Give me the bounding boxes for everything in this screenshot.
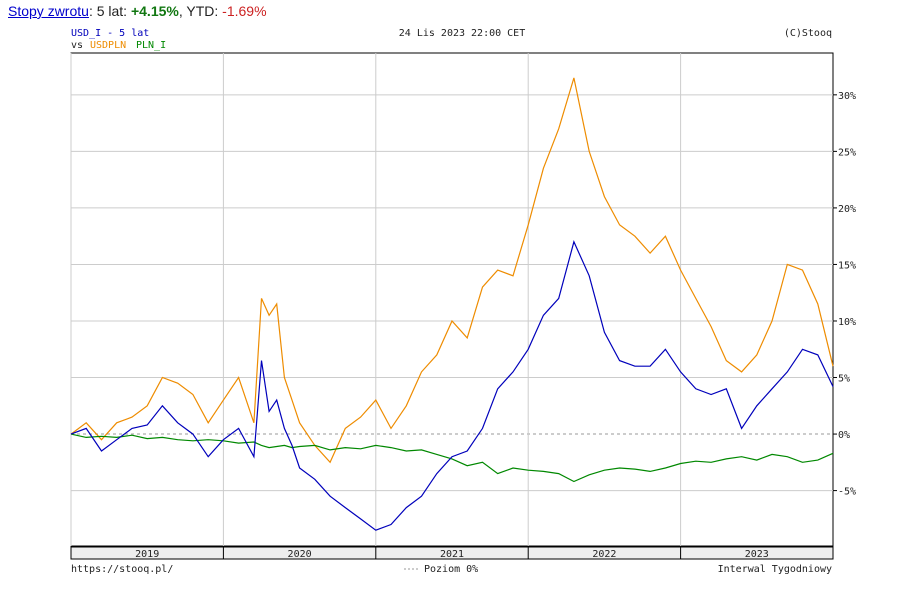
y-tick-label: 0% <box>838 430 850 441</box>
y-tick-label: -5% <box>838 487 856 498</box>
series-line-usdpln <box>70 77 834 464</box>
ytd-prefix: , YTD: <box>178 3 223 19</box>
chart-datetime: 24 Lis 2023 22:00 CET <box>399 28 525 39</box>
x-tick-label: 2020 <box>288 549 312 560</box>
x-tick-label: 2022 <box>592 549 616 560</box>
vs-label: vs <box>71 40 83 51</box>
period-prefix: : 5 lat: <box>88 3 131 19</box>
period-return: +4.15% <box>130 3 179 19</box>
legend-usdpln: USDPLN <box>90 40 126 51</box>
plot-area <box>70 52 834 547</box>
y-tick-label: 25% <box>838 147 856 158</box>
x-tick-label: 2021 <box>440 549 464 560</box>
y-tick-label: 15% <box>838 260 856 271</box>
symbol-line: USD_I - 5 lat <box>71 28 149 39</box>
series-line-pln-i <box>70 433 834 483</box>
y-tick-label: 30% <box>838 91 856 102</box>
series-line-usd-i <box>70 240 834 531</box>
series-layer <box>70 77 834 531</box>
returns-link[interactable]: Stopy zwrotu <box>8 3 89 19</box>
x-axis: 2019 2020 2021 2022 2023 <box>70 547 769 560</box>
legend-pln-i: PLN_I <box>136 40 166 51</box>
y-tick-label: 20% <box>838 204 856 215</box>
y-axis: 30% 25% 20% 15% 10% 5% 0% -5% <box>833 91 856 498</box>
x-tick-label: 2023 <box>745 549 769 560</box>
legend: USDPLN PLN_I <box>90 40 166 51</box>
returns-headline: Stopy zwrotu: 5 lat: +4.15%, YTD: -1.69% <box>8 3 267 19</box>
interval-label: Interwal Tygodniowy <box>718 564 832 575</box>
x-tick-label: 2019 <box>135 549 159 560</box>
copyright: (C)Stooq <box>784 28 832 39</box>
ytd-return: -1.69% <box>222 3 267 19</box>
source-url[interactable]: https://stooq.pl/ <box>71 564 173 575</box>
y-tick-label: 5% <box>838 374 850 385</box>
y-tick-label: 10% <box>838 317 856 328</box>
zero-level-label: Poziom 0% <box>424 564 478 575</box>
